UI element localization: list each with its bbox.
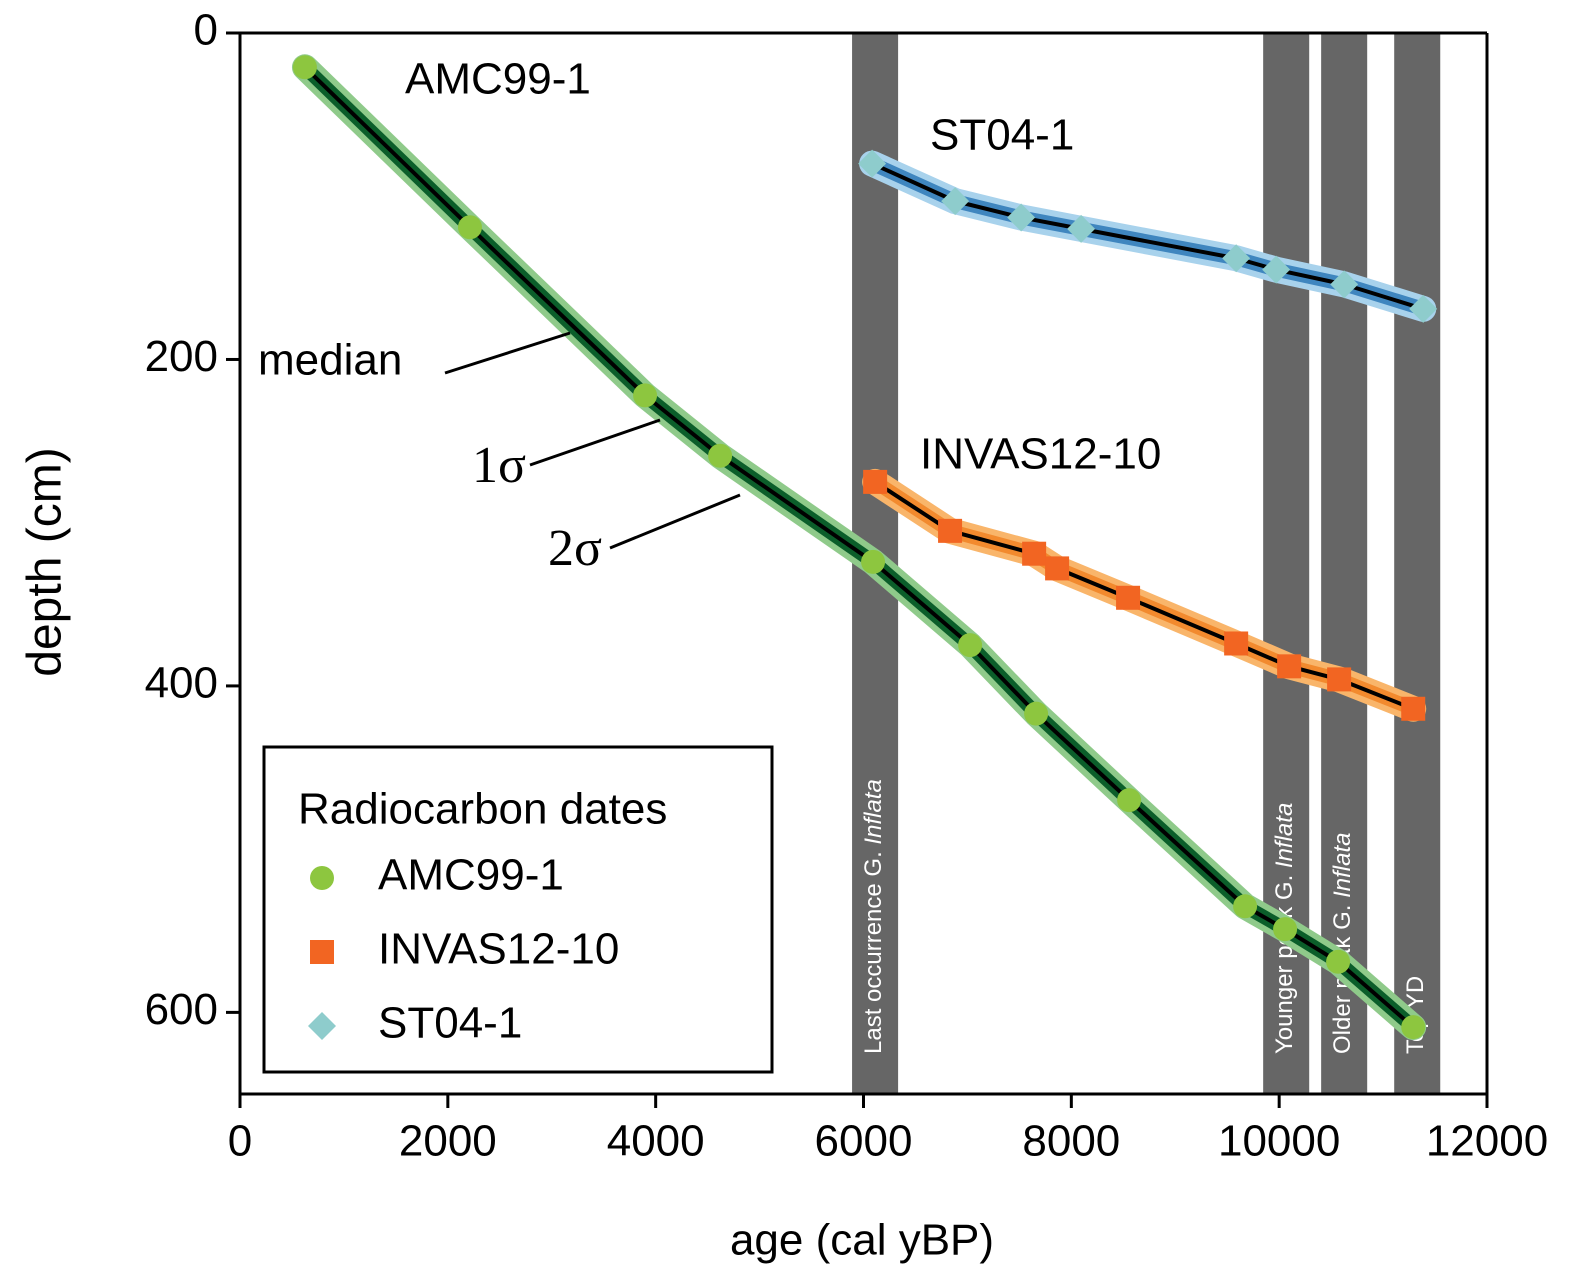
x-tick-label: 6000 [815,1117,913,1166]
data-point [1022,541,1047,566]
data-point [863,469,888,494]
data-point [1222,244,1251,273]
band-label-italic: Inflata [1272,803,1299,868]
annotation-leader [529,418,661,467]
data-point [457,215,482,240]
data-point [1327,667,1352,692]
data-point [1224,631,1249,656]
y-tick-label: 600 [145,985,218,1034]
x-axis-label: age (cal yBP) [730,1216,994,1265]
x-tick-label: 10000 [1218,1117,1340,1166]
data-point [1045,556,1070,581]
x-tick-label: 2000 [399,1117,497,1166]
data-point [861,549,886,574]
annotation-leader [444,331,571,375]
data-point [292,55,317,80]
band-label: Younger peak G. Inflata [1272,803,1299,1054]
data-point [1024,701,1049,726]
data-point [938,518,963,543]
legend-box [262,745,774,1074]
legend-label: ST04-1 [378,999,522,1048]
band-label: Last occurrence G. Inflata [860,779,887,1054]
data-point [1326,949,1351,974]
x-tick-label: 12000 [1426,1117,1548,1166]
band [1394,33,1441,1094]
data-point [1007,203,1036,232]
data-point [1273,917,1298,942]
data-point [1401,696,1426,721]
band-label-italic: Inflata [860,779,887,844]
annotation-leader [609,493,741,550]
band-label: Older peak G. Inflata [1330,833,1357,1054]
legend-label: AMC99-1 [378,851,564,900]
data-point [1067,214,1096,243]
legend-marker [310,866,334,890]
data-point [958,633,983,658]
x-tick-label: 8000 [1022,1117,1120,1166]
annotation: AMC99-1 [405,55,591,104]
legend-marker [308,1012,336,1040]
x-tick-label: 0 [228,1117,252,1166]
data-point [1330,270,1359,299]
y-axis-label: depth (cm) [19,447,72,676]
data-point [1116,585,1141,610]
data-point [1233,894,1258,919]
band-label-text: Younger peak G. [1272,875,1299,1054]
data-point [708,443,733,468]
band [1321,33,1368,1094]
legend-marker [310,940,334,964]
band-label-italic: Inflata [1330,833,1357,898]
data-point [1262,255,1291,284]
annotation: ST04-1 [930,111,1074,160]
data-point [1277,654,1302,679]
data-point [1409,294,1438,323]
legend-label: INVAS12-10 [378,925,619,974]
annotation: INVAS12-10 [920,430,1161,479]
data-point [941,187,970,216]
x-tick-label: 4000 [607,1117,705,1166]
data-point [633,383,658,408]
annotation: median [258,336,402,385]
data-point [1117,788,1142,813]
y-tick-label: 400 [145,659,218,708]
y-tick-label: 0 [194,6,218,55]
data-point [858,149,887,178]
annotation: 2σ [548,520,602,577]
legend-title: Radiocarbon dates [298,785,667,834]
band-label-text: Last occurrence G. [860,851,887,1054]
annotation: 1σ [472,437,526,494]
data-point [1401,1015,1426,1040]
y-tick-label: 200 [145,332,218,381]
